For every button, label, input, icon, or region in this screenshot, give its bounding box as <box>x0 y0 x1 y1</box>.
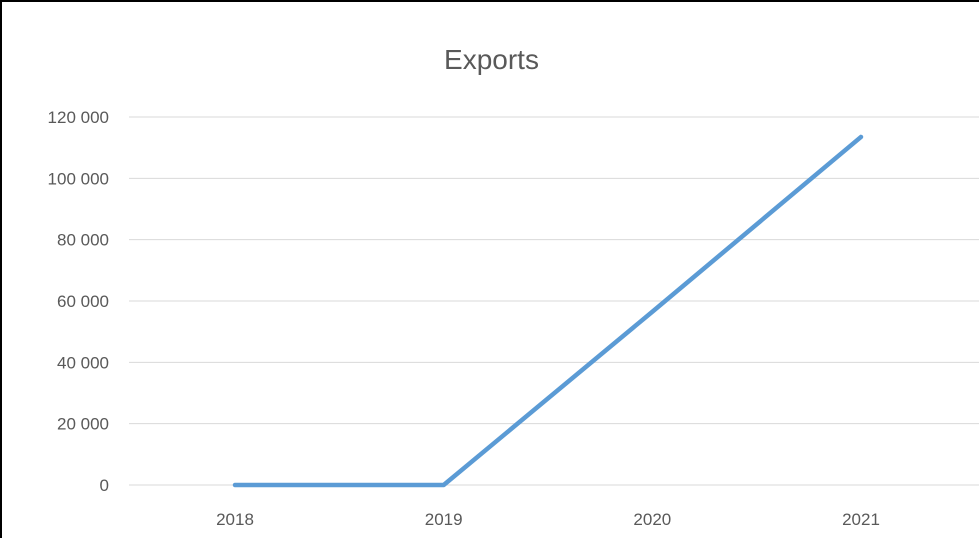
series-line <box>232 134 864 488</box>
y-tick-label: 120 000 <box>48 108 109 127</box>
x-tick-label: 2021 <box>842 510 880 529</box>
y-tick-label: 20 000 <box>57 415 109 434</box>
y-tick-label: 100 000 <box>48 169 109 188</box>
x-tick-label: 2020 <box>633 510 671 529</box>
chart-title: Exports <box>444 44 539 75</box>
x-tick-label: 2019 <box>425 510 463 529</box>
x-tick-label: 2018 <box>216 510 254 529</box>
y-tick-label: 40 000 <box>57 353 109 372</box>
y-tick-label: 60 000 <box>57 292 109 311</box>
y-tick-label: 80 000 <box>57 231 109 250</box>
y-tick-label: 0 <box>100 476 109 495</box>
